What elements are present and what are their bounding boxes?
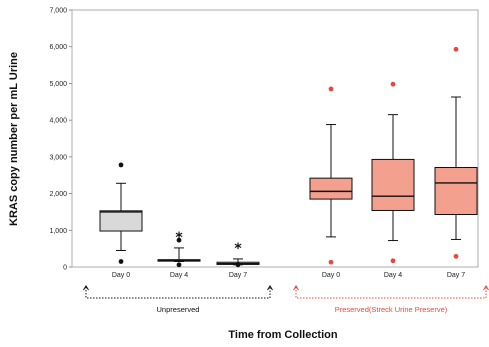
y-tick-label: 1,000 [49,228,67,235]
outlier-point [390,258,396,264]
y-axis-label: KRAS copy number per mL Urine [8,52,20,226]
bracket-arrow-right [483,285,489,291]
y-tick-label: 2,000 [49,191,67,198]
y-tick-label: 3,000 [49,154,67,161]
group-bracket-1: Unpreserved [83,285,273,314]
boxes-layer: ** [99,46,478,268]
group-label: Preserved(Streck Urine Preserve) [335,305,448,314]
significance-star: * [175,230,183,246]
outlier-point [328,86,334,92]
y-tick-label: 6,000 [49,44,67,51]
x-axis-tick-labels: Day 0 Day 4 Day 7 Day 0 Day 4 Day 7 [112,272,465,279]
y-tick-label: 0 [63,265,67,272]
y-axis-ticks: 0 1,000 2,000 3,000 4,000 5,000 6,000 7,000 [49,8,72,272]
x-tick-label: Day 0 [112,272,130,279]
outlier-point [453,46,459,52]
iqr-box [99,210,143,232]
x-tick-label: Day 0 [322,272,340,279]
y-tick-label: 7,000 [49,8,67,15]
outlier-point [176,237,182,243]
bracket-arrow-right [267,285,273,291]
x-axis-label: Time from Collection [228,329,337,341]
outlier-point [176,262,182,268]
outlier-point [235,262,241,268]
outlier-point [328,259,334,265]
group-brackets: Unpreserved Preserved(Streck Urine Preser… [83,285,489,314]
x-tick-label: Day 4 [384,272,402,279]
iqr-box [371,158,415,211]
outlier-point [118,162,124,168]
plot-frame [71,9,479,268]
x-tick-label: Day 7 [229,272,247,279]
group-label: Unpreserved [157,305,200,314]
box-4 [309,86,353,265]
box-1 [99,162,143,264]
box-2: * [157,230,201,268]
iqr-box [309,177,353,200]
bracket-line [85,287,271,299]
box-6 [434,46,478,259]
box-3: * [216,241,260,268]
outlier-point [118,259,124,264]
bracket-arrow-left [293,285,299,291]
group-bracket-2: Preserved(Streck Urine Preserve) [293,285,489,314]
y-tick-label: 5,000 [49,81,67,88]
outlier-point [390,81,396,87]
bracket-line [295,287,487,299]
outlier-point [453,253,459,259]
bracket-arrow-left [83,285,89,291]
y-tick-label: 4,000 [49,118,67,125]
iqr-box [434,167,478,215]
significance-star: * [234,241,242,257]
box-5 [371,81,415,264]
x-tick-label: Day 7 [447,272,465,279]
x-tick-label: Day 4 [170,272,188,279]
